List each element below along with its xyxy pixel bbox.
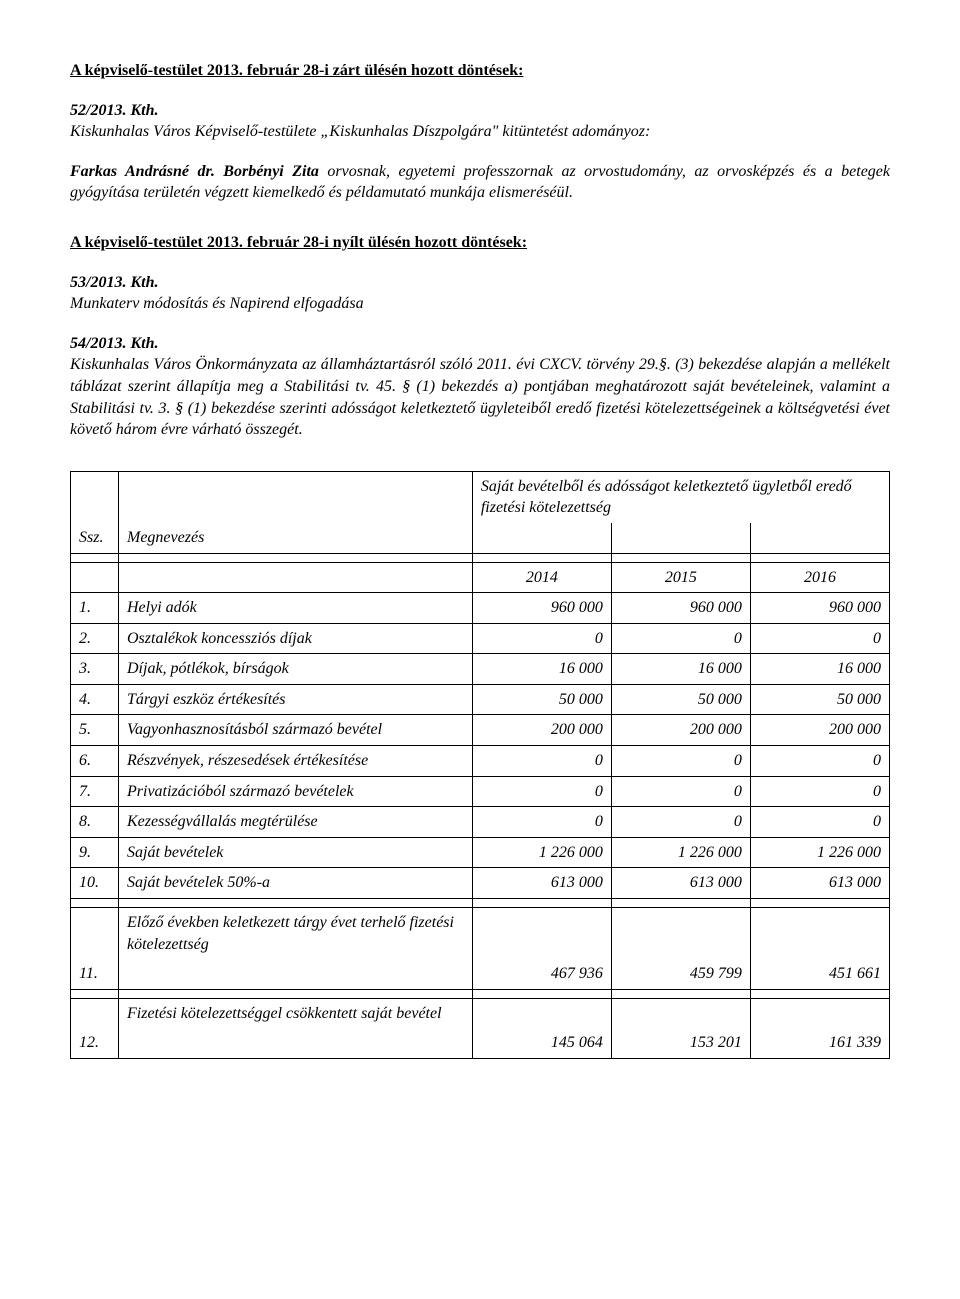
table-cell bbox=[119, 1028, 473, 1058]
res52-body: Farkas Andrásné dr. Borbényi Zita orvosn… bbox=[70, 161, 890, 204]
res52-kth: 52/2013. Kth. bbox=[70, 102, 158, 119]
table-cell bbox=[611, 998, 750, 1028]
table-row-idx: 1. bbox=[71, 593, 119, 624]
table-year: 2015 bbox=[611, 562, 750, 593]
table-row-value: 960 000 bbox=[472, 593, 611, 624]
table-year: 2016 bbox=[750, 562, 889, 593]
table-row-idx: 3. bbox=[71, 654, 119, 685]
table-row-value: 1 226 000 bbox=[611, 837, 750, 868]
table-row-value: 0 bbox=[750, 623, 889, 654]
table-cell bbox=[119, 562, 473, 593]
table-row-value: 50 000 bbox=[472, 684, 611, 715]
table-row-label: Díjak, pótlékok, bírságok bbox=[119, 654, 473, 685]
table-row-value: 16 000 bbox=[611, 654, 750, 685]
revenue-table: Saját bevételből és adósságot keletkezte… bbox=[70, 471, 890, 1059]
table-header-empty bbox=[119, 471, 473, 523]
row11-v1: 459 799 bbox=[611, 959, 750, 989]
res54-kth: 54/2013. Kth. bbox=[70, 335, 158, 352]
table-row-idx: 10. bbox=[71, 868, 119, 899]
row11-v0: 467 936 bbox=[472, 959, 611, 989]
heading-open-session: A képviselő-testület 2013. február 28-i … bbox=[70, 232, 890, 254]
table-row-value: 0 bbox=[472, 807, 611, 838]
table-row-label: Tárgyi eszköz értékesítés bbox=[119, 684, 473, 715]
table-cell bbox=[750, 998, 889, 1028]
table-row-label: Osztalékok koncessziós díjak bbox=[119, 623, 473, 654]
table-row-label: Helyi adók bbox=[119, 593, 473, 624]
table-row-value: 613 000 bbox=[472, 868, 611, 899]
row12-label: Fizetési kötelezettséggel csökkentett sa… bbox=[119, 998, 473, 1028]
table-row-value: 16 000 bbox=[750, 654, 889, 685]
table-row-value: 613 000 bbox=[750, 868, 889, 899]
res54-text: Kiskunhalas Város Önkormányzata az állam… bbox=[70, 356, 890, 438]
table-cell bbox=[71, 908, 119, 960]
table-row-value: 200 000 bbox=[611, 715, 750, 746]
table-cell bbox=[750, 908, 889, 960]
heading-closed-session: A képviselő-testület 2013. február 28-i … bbox=[70, 60, 890, 82]
table-row-label: Saját bevételek 50%-a bbox=[119, 868, 473, 899]
table-row-idx: 9. bbox=[71, 837, 119, 868]
table-row-value: 0 bbox=[750, 807, 889, 838]
table-row-value: 200 000 bbox=[472, 715, 611, 746]
table-header-megnev: Megnevezés bbox=[119, 523, 473, 553]
resolution-52: 52/2013. Kth. Kiskunhalas Város Képvisel… bbox=[70, 100, 890, 143]
table-row-value: 0 bbox=[472, 746, 611, 777]
table-cell bbox=[472, 908, 611, 960]
table-row-value: 0 bbox=[611, 623, 750, 654]
row12-v1: 153 201 bbox=[611, 1028, 750, 1058]
table-row-value: 0 bbox=[611, 746, 750, 777]
row12-v0: 145 064 bbox=[472, 1028, 611, 1058]
table-cell bbox=[71, 562, 119, 593]
table-row-value: 0 bbox=[750, 776, 889, 807]
table-row-value: 0 bbox=[611, 776, 750, 807]
table-row-value: 50 000 bbox=[611, 684, 750, 715]
table-row-value: 200 000 bbox=[750, 715, 889, 746]
table-header-empty bbox=[472, 523, 611, 553]
table-header-ssz: Ssz. bbox=[71, 523, 119, 553]
resolution-53: 53/2013. Kth. Munkaterv módosítás és Nap… bbox=[70, 272, 890, 315]
table-row-value: 50 000 bbox=[750, 684, 889, 715]
res52-line: Kiskunhalas Város Képviselő-testülete „K… bbox=[70, 123, 650, 140]
res53-kth: 53/2013. Kth. bbox=[70, 274, 158, 291]
row12-v2: 161 339 bbox=[750, 1028, 889, 1058]
table-row-value: 960 000 bbox=[750, 593, 889, 624]
table-row-idx: 8. bbox=[71, 807, 119, 838]
table-row-value: 0 bbox=[472, 623, 611, 654]
table-row-idx: 4. bbox=[71, 684, 119, 715]
row12-idx: 12. bbox=[71, 1028, 119, 1058]
table-row-idx: 2. bbox=[71, 623, 119, 654]
table-row-idx: 7. bbox=[71, 776, 119, 807]
table-cell bbox=[472, 998, 611, 1028]
res53-text: Munkaterv módosítás és Napirend elfogadá… bbox=[70, 295, 364, 312]
table-row-value: 1 226 000 bbox=[472, 837, 611, 868]
row11-label: Előző években keletkezett tárgy évet ter… bbox=[119, 908, 473, 960]
table-cell bbox=[71, 998, 119, 1028]
table-row-label: Részvények, részesedések értékesítése bbox=[119, 746, 473, 777]
table-row-label: Kezességvállalás megtérülése bbox=[119, 807, 473, 838]
table-header-empty bbox=[750, 523, 889, 553]
table-cell bbox=[119, 959, 473, 989]
resolution-54: 54/2013. Kth. Kiskunhalas Város Önkormán… bbox=[70, 333, 890, 441]
table-header-right: Saját bevételből és adósságot keletkezte… bbox=[472, 471, 889, 523]
table-cell bbox=[611, 908, 750, 960]
table-header-empty bbox=[71, 471, 119, 523]
table-row-idx: 6. bbox=[71, 746, 119, 777]
row11-idx: 11. bbox=[71, 959, 119, 989]
table-row-value: 0 bbox=[472, 776, 611, 807]
res52-names: Farkas Andrásné dr. Borbényi Zita bbox=[70, 163, 319, 180]
table-row-value: 613 000 bbox=[611, 868, 750, 899]
row11-v2: 451 661 bbox=[750, 959, 889, 989]
table-row-value: 960 000 bbox=[611, 593, 750, 624]
table-row-label: Saját bevételek bbox=[119, 837, 473, 868]
table-row-idx: 5. bbox=[71, 715, 119, 746]
table-row-label: Vagyonhasznosításból származó bevétel bbox=[119, 715, 473, 746]
table-row-value: 16 000 bbox=[472, 654, 611, 685]
table-row-value: 1 226 000 bbox=[750, 837, 889, 868]
table-header-empty bbox=[611, 523, 750, 553]
table-year: 2014 bbox=[472, 562, 611, 593]
table-row-value: 0 bbox=[611, 807, 750, 838]
table-row-label: Privatizációból származó bevételek bbox=[119, 776, 473, 807]
table-row-value: 0 bbox=[750, 746, 889, 777]
